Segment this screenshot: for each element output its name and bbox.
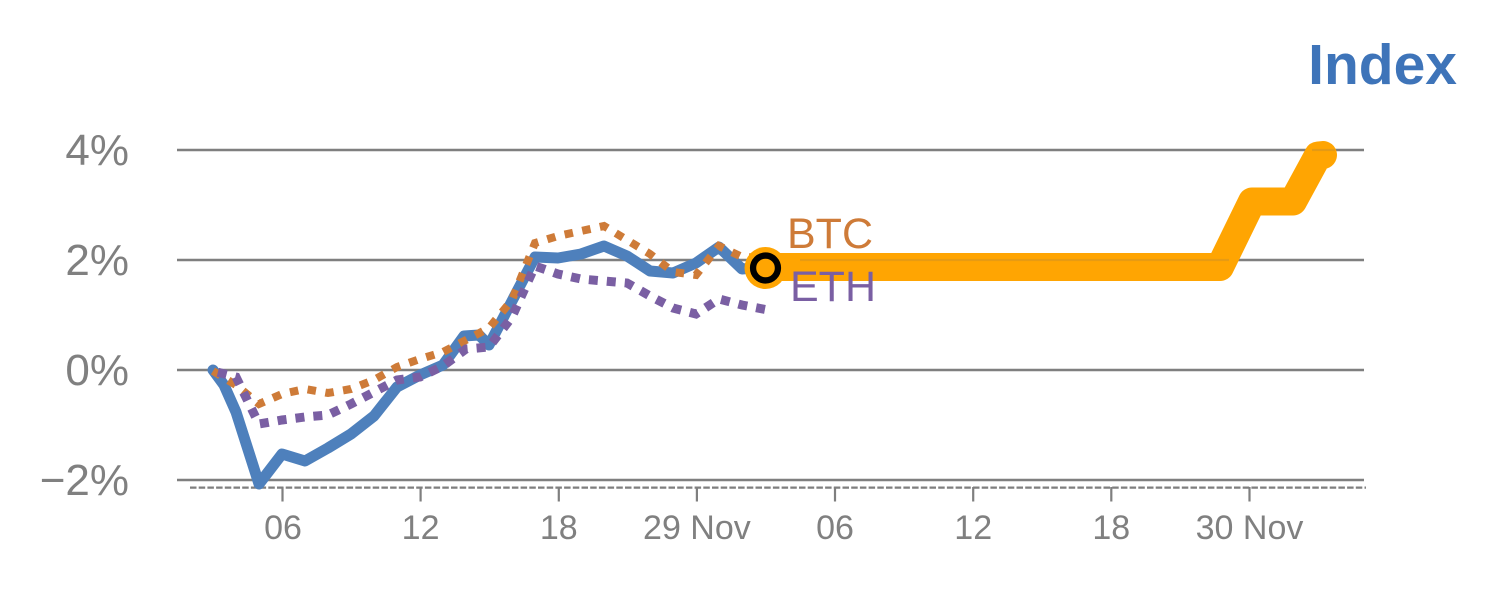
svg-text:18: 18 bbox=[540, 509, 578, 547]
svg-text:4%: 4% bbox=[65, 126, 129, 175]
svg-text:29 Nov: 29 Nov bbox=[643, 509, 751, 547]
svg-text:BTC: BTC bbox=[787, 210, 873, 258]
svg-text:Index: Index bbox=[1308, 33, 1457, 97]
svg-text:18: 18 bbox=[1092, 509, 1130, 547]
svg-text:30 Nov: 30 Nov bbox=[1196, 509, 1304, 547]
svg-text:06: 06 bbox=[264, 509, 302, 547]
svg-text:ETH: ETH bbox=[790, 263, 876, 311]
svg-text:2%: 2% bbox=[65, 236, 129, 285]
svg-text:0%: 0% bbox=[65, 346, 129, 395]
svg-text:12: 12 bbox=[954, 509, 992, 547]
svg-text:06: 06 bbox=[816, 509, 854, 547]
svg-text:−2%: −2% bbox=[40, 456, 129, 505]
svg-text:12: 12 bbox=[402, 509, 440, 547]
